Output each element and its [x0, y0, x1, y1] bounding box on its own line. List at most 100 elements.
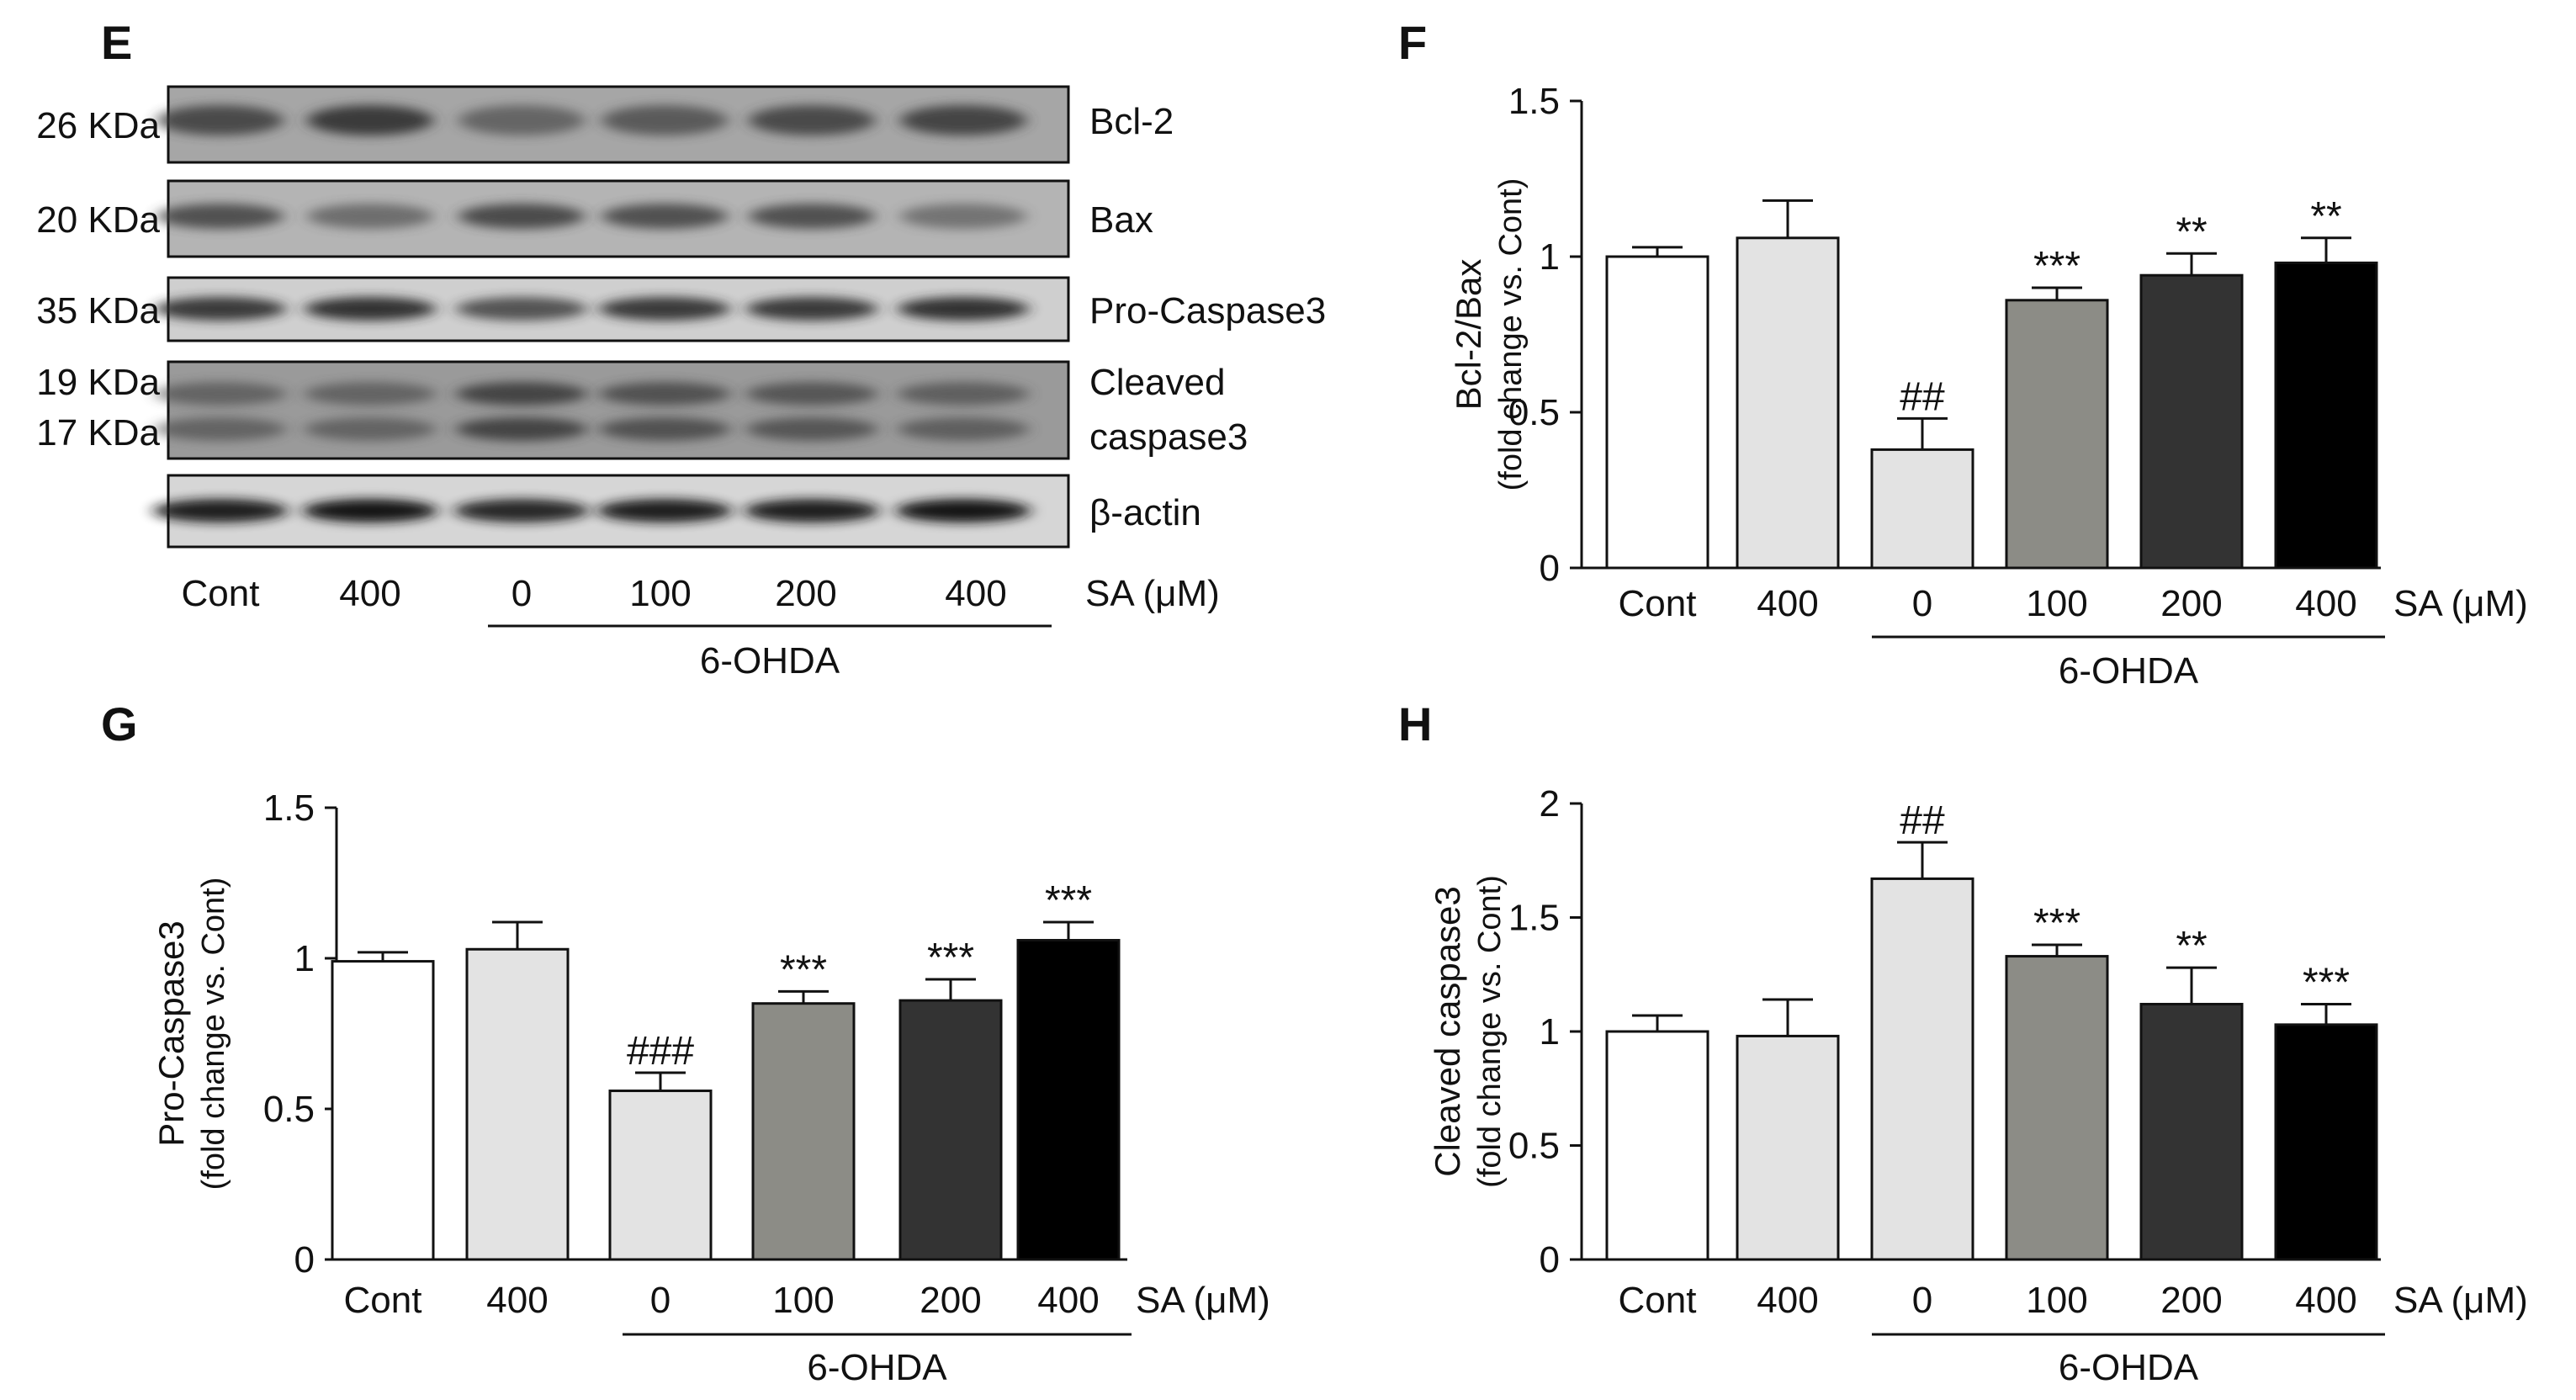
panel-h-category-0: Cont [1619, 1280, 1697, 1321]
panel-f-ylabel: Bcl-2/Bax [1449, 259, 1488, 411]
panel-f-category-2: 0 [1912, 583, 1932, 624]
panel-f-bar-2 [1870, 448, 1974, 570]
blot-band-bcl2-1 [307, 105, 433, 135]
blot-band-cleaved-caspase3-3-1 [599, 417, 730, 441]
blot-lane-label-2: 0 [511, 573, 532, 614]
blot-row-bcl2: 26 KDa Bcl-2 [36, 85, 1174, 164]
panel-f-ytick-label-1: 0.5 [1508, 392, 1560, 433]
panel-h-ytick-label-1: 0.5 [1508, 1126, 1560, 1167]
panel-f-category-5: 400 [2295, 583, 2356, 624]
panel-g-ytick-label-0: 0 [294, 1239, 315, 1281]
panel-h-category-3: 100 [2026, 1280, 2087, 1321]
panel-f-bar-4 [2139, 273, 2244, 570]
blot-band-cleaved-caspase3-4-1 [746, 417, 877, 441]
blot-kda-cleaved-caspase3-0: 19 KDa [36, 362, 160, 403]
panel-f-category-4: 200 [2160, 583, 2222, 624]
panel-f-bar-5 [2274, 261, 2378, 570]
panel-f-significance-3: *** [2033, 244, 2080, 289]
blot-band-beta-actin-0 [153, 499, 288, 522]
panel-f-significance-5: ** [2310, 194, 2341, 239]
blot-band-bax-0 [157, 204, 284, 229]
panel-h-ylabel: Cleaved caspase3 [1428, 886, 1467, 1177]
blot-band-bax-3 [602, 204, 728, 229]
blot-kda-bcl2-0: 26 KDa [36, 105, 160, 146]
panel-h-category-1: 400 [1757, 1280, 1818, 1321]
blot-band-bcl2-3 [602, 105, 728, 135]
blot-row-beta-actin: β-actin [153, 474, 1201, 549]
blot-band-pro-caspase3-5 [898, 297, 1029, 321]
panel-g-ytick-label-1: 0.5 [263, 1089, 315, 1130]
blot-band-bcl2-0 [157, 105, 284, 135]
panel-g-bar-0 [331, 960, 435, 1261]
blot-band-beta-actin-3 [597, 499, 732, 522]
blot-kda-pro-caspase3-0: 35 KDa [36, 290, 160, 331]
blot-band-beta-actin-5 [896, 499, 1031, 522]
blot-row-cleaved-caspase3: 19 KDa 17 KDa Cleaved caspase3 [36, 360, 1248, 460]
panel-h-significance-2: ## [1900, 798, 1945, 843]
blot-band-bcl2-5 [900, 105, 1026, 135]
panel-f-ytick-label-3: 1.5 [1508, 81, 1560, 122]
panel-g-group-label: 6-OHDA [807, 1347, 947, 1388]
blot-lane-label-3: 100 [629, 573, 691, 614]
panel-f-significance-4: ** [2176, 209, 2207, 254]
blot-row-pro-caspase3: 35 KDa Pro-Caspase3 [36, 276, 1326, 342]
blot-band-bcl2-4 [749, 105, 875, 135]
panel-e-letter: E [101, 16, 132, 69]
blot-band-bax-5 [900, 204, 1026, 229]
blot-row-bax: 20 KDa Bax [36, 179, 1153, 258]
panel-h-ytick-label-4: 2 [1540, 783, 1560, 825]
blot-band-cleaved-caspase3-1-0 [305, 382, 436, 406]
panel-h-ytick-label-2: 1 [1540, 1011, 1560, 1053]
panel-e-western-blot: E 26 KDa Bcl-2 20 KDa Bax 35 KDa Pro-Caspase3… [36, 16, 1326, 681]
panel-h-bar-3 [2005, 955, 2109, 1261]
panel-h-cleaved-caspase3-chart: H 0 0.5 1 1.5 2 Cleaved caspase3 (fold change v… [1398, 697, 2528, 1388]
panel-g-category-5: 400 [1037, 1280, 1099, 1321]
panel-h-bar-2 [1870, 877, 1974, 1261]
panel-f-letter: F [1398, 16, 1427, 69]
blot-lane-suffix: SA (μM) [1085, 573, 1220, 614]
panel-g-letter: G [101, 697, 138, 750]
blot-band-cleaved-caspase3-1-1 [305, 417, 436, 441]
panel-f-category-0: Cont [1619, 583, 1697, 624]
panel-g-category-1: 400 [486, 1280, 548, 1321]
panel-h-category-5: 400 [2295, 1280, 2356, 1321]
panel-f-ytick-label-0: 0 [1540, 548, 1560, 589]
panel-f-bar-3 [2005, 299, 2109, 570]
blot-band-bcl2-2 [458, 105, 585, 135]
blot-band-pro-caspase3-4 [746, 297, 877, 321]
blot-band-cleaved-caspase3-0-1 [155, 417, 286, 441]
blot-band-cleaved-caspase3-3-0 [599, 382, 730, 406]
blot-band-bax-1 [307, 204, 433, 229]
panel-g-significance-5: *** [1045, 878, 1092, 923]
blot-band-cleaved-caspase3-2-1 [456, 417, 587, 441]
panel-g-bar-3 [751, 1002, 856, 1261]
blot-label-bcl2: Bcl-2 [1089, 101, 1174, 142]
panel-g-ylabel-sub: (fold change vs. Cont) [196, 878, 231, 1191]
panel-g-bar-1 [465, 947, 570, 1261]
panel-f-bar-1 [1736, 236, 1840, 570]
panel-h-category-suffix: SA (μM) [2393, 1280, 2528, 1321]
panel-g-ytick-label-3: 1.5 [263, 788, 315, 829]
panel-g-category-suffix: SA (μM) [1136, 1280, 1270, 1321]
panel-h-ylabel-sub: (fold change vs. Cont) [1472, 875, 1508, 1188]
panel-g-category-0: Cont [344, 1280, 422, 1321]
blot-band-beta-actin-1 [303, 499, 437, 522]
blot-lane-label-5: 400 [945, 573, 1006, 614]
panel-f-bar-0 [1605, 255, 1709, 570]
panel-g-significance-4: *** [927, 936, 974, 980]
blot-lane-labels: Cont 400 0 100 200 400 SA (μM) 6-OHDA [182, 573, 1220, 681]
panel-g-significance-2: ### [627, 1029, 694, 1074]
panel-f-significance-2: ## [1900, 374, 1945, 419]
blot-rows: 26 KDa Bcl-2 20 KDa Bax 35 KDa Pro-Caspase3 19… [36, 85, 1326, 549]
blot-band-pro-caspase3-3 [599, 297, 730, 321]
panel-h-ytick-label-3: 1.5 [1508, 898, 1560, 939]
panel-h-group-label: 6-OHDA [2059, 1347, 2199, 1388]
panel-g-bar-4 [898, 999, 1003, 1261]
panel-g-bar-5 [1016, 939, 1121, 1261]
blot-lane-label-4: 200 [775, 573, 836, 614]
blot-band-beta-actin-2 [454, 499, 589, 522]
panel-h-letter: H [1398, 697, 1432, 750]
panel-h-bar-1 [1736, 1034, 1840, 1261]
blot-band-cleaved-caspase3-2-0 [456, 382, 587, 406]
